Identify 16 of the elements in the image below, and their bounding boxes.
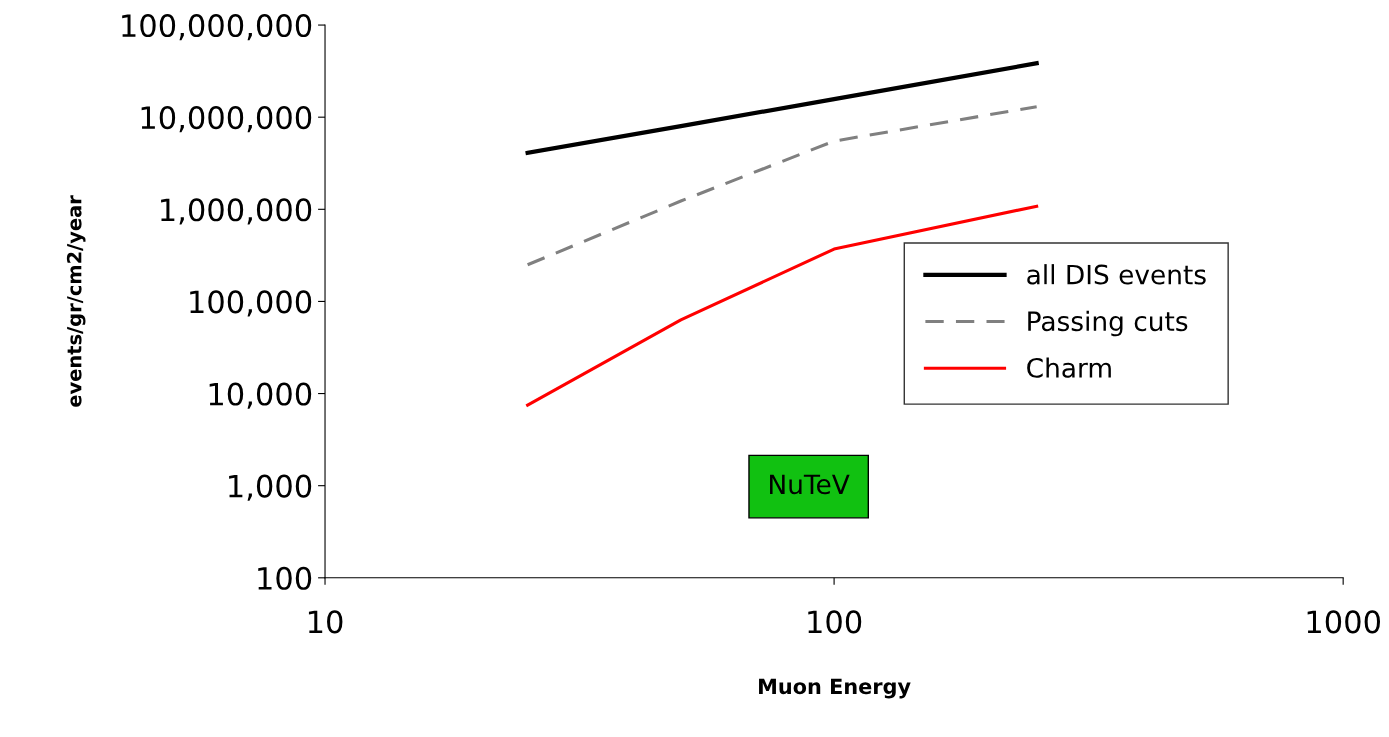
x-tick-label: 1000: [1307, 610, 1381, 634]
legend-label: Charm: [1027, 357, 1111, 378]
x-tick-label: 10: [308, 610, 343, 634]
y-tick-label: 1,000: [229, 474, 312, 501]
y-tick-label: 100: [258, 566, 312, 590]
y-tick-label: 1,000,000: [161, 198, 312, 225]
annotation: NuTeV: [770, 474, 850, 495]
y-tick-label: 10,000: [209, 382, 312, 409]
y-axis-title: events/gr/cm2/year: [66, 195, 86, 407]
legend-label: all DIS events: [1027, 264, 1206, 285]
x-axis-title: Muon Energy: [759, 678, 911, 699]
y-tick-label: 10,000,000: [141, 106, 312, 133]
y-tick-label: 100,000: [190, 290, 312, 317]
x-tick-label: 100: [808, 610, 862, 634]
y-tick-label: 100,000,000: [122, 13, 312, 41]
legend-label: Passing cuts: [1028, 310, 1188, 337]
